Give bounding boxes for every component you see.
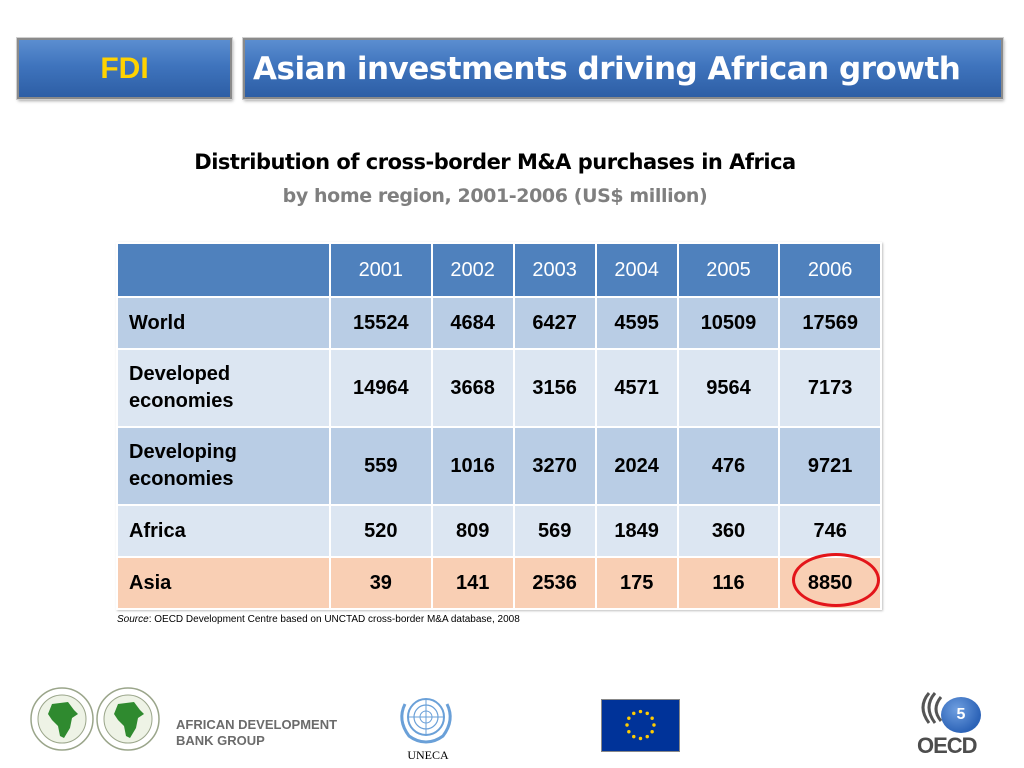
eu-flag-icon (601, 699, 680, 752)
table-cell: 2536 (512, 556, 597, 610)
row-label: Developing economies (116, 426, 331, 506)
section-label-box: FDI (16, 37, 233, 100)
table-cell: 15524 (329, 296, 433, 350)
table-title: Distribution of cross-border M&A purchas… (194, 150, 796, 174)
afdb-seal-left (30, 687, 94, 751)
table-subtitle: by home region, 2001-2006 (US$ million) (282, 185, 708, 207)
row-label: World (116, 296, 331, 350)
table-cell: 4571 (594, 348, 679, 428)
table-cell: 476 (676, 426, 781, 506)
source-text: : OECD Development Centre based on UNCTA… (148, 614, 520, 625)
table-cell: 2024 (594, 426, 679, 506)
column-header: 2003 (512, 242, 597, 298)
table-cell: 3270 (512, 426, 597, 506)
slide-title-box: Asian investments driving African growth (242, 37, 1004, 100)
table-cell: 360 (676, 504, 781, 558)
table-cell: 10509 (676, 296, 781, 350)
column-header: 2006 (778, 242, 882, 298)
section-label: FDI (100, 51, 149, 85)
row-label: Asia (116, 556, 331, 610)
table-row-developed: Developed economies 14964 3668 3156 4571… (116, 348, 882, 428)
afdb-line1: AFRICAN DEVELOPMENT (176, 717, 338, 732)
ma-purchases-table: 2001 2002 2003 2004 2005 2006 World 1552… (116, 242, 882, 610)
page-number: 5 (941, 697, 981, 733)
highlight-circle (792, 553, 880, 607)
table-row-world: World 15524 4684 6427 4595 10509 17569 (116, 296, 882, 350)
uneca-label: UNECA (407, 748, 449, 762)
table-cell: 7173 (778, 348, 882, 428)
column-header: 2001 (329, 242, 433, 298)
column-header: 2002 (430, 242, 515, 298)
oecd-logo: OECD (917, 692, 978, 757)
column-header: 2004 (594, 242, 679, 298)
table-cell: 4684 (430, 296, 515, 350)
svg-text:OECD: OECD (917, 733, 977, 757)
table-cell: 175 (594, 556, 679, 610)
table-cell: 3156 (512, 348, 597, 428)
source-note: Source: OECD Development Centre based on… (117, 614, 520, 625)
afdb-logo (30, 687, 160, 751)
table-cell: 116 (676, 556, 781, 610)
table-cell: 4595 (594, 296, 679, 350)
table-cell: 9721 (778, 426, 882, 506)
table-cell: 559 (329, 426, 433, 506)
table-cell: 809 (430, 504, 515, 558)
table-cell: 17569 (778, 296, 882, 350)
table-header-row: 2001 2002 2003 2004 2005 2006 (116, 242, 882, 298)
table-cell: 569 (512, 504, 597, 558)
table-cell: 39 (329, 556, 433, 610)
eu-stars (625, 709, 656, 741)
table-cell: 1016 (430, 426, 515, 506)
table-row-asia: Asia 39 141 2536 175 116 8850 (116, 556, 882, 610)
source-prefix: Source (117, 614, 149, 625)
table-cell: 746 (778, 504, 882, 558)
table-cell: 6427 (512, 296, 597, 350)
column-header: 2005 (676, 242, 781, 298)
table-cell: 9564 (676, 348, 781, 428)
afdb-name: AFRICAN DEVELOPMENT BANK GROUP (176, 717, 337, 749)
slide-title: Asian investments driving African growth (253, 50, 961, 87)
row-label: Developed economies (116, 348, 331, 428)
table-cell: 1849 (594, 504, 679, 558)
un-emblem-icon (400, 698, 452, 744)
row-label: Africa (116, 504, 331, 558)
table-cell: 141 (430, 556, 515, 610)
corner-cell (116, 242, 331, 298)
table-cell: 3668 (430, 348, 515, 428)
table-cell: 14964 (329, 348, 433, 428)
table-cell: 520 (329, 504, 433, 558)
afdb-seal-right (96, 687, 160, 751)
table-row-developing: Developing economies 559 1016 3270 2024 … (116, 426, 882, 506)
afdb-line2: BANK GROUP (176, 733, 265, 748)
table-row-africa: Africa 520 809 569 1849 360 746 (116, 504, 882, 558)
